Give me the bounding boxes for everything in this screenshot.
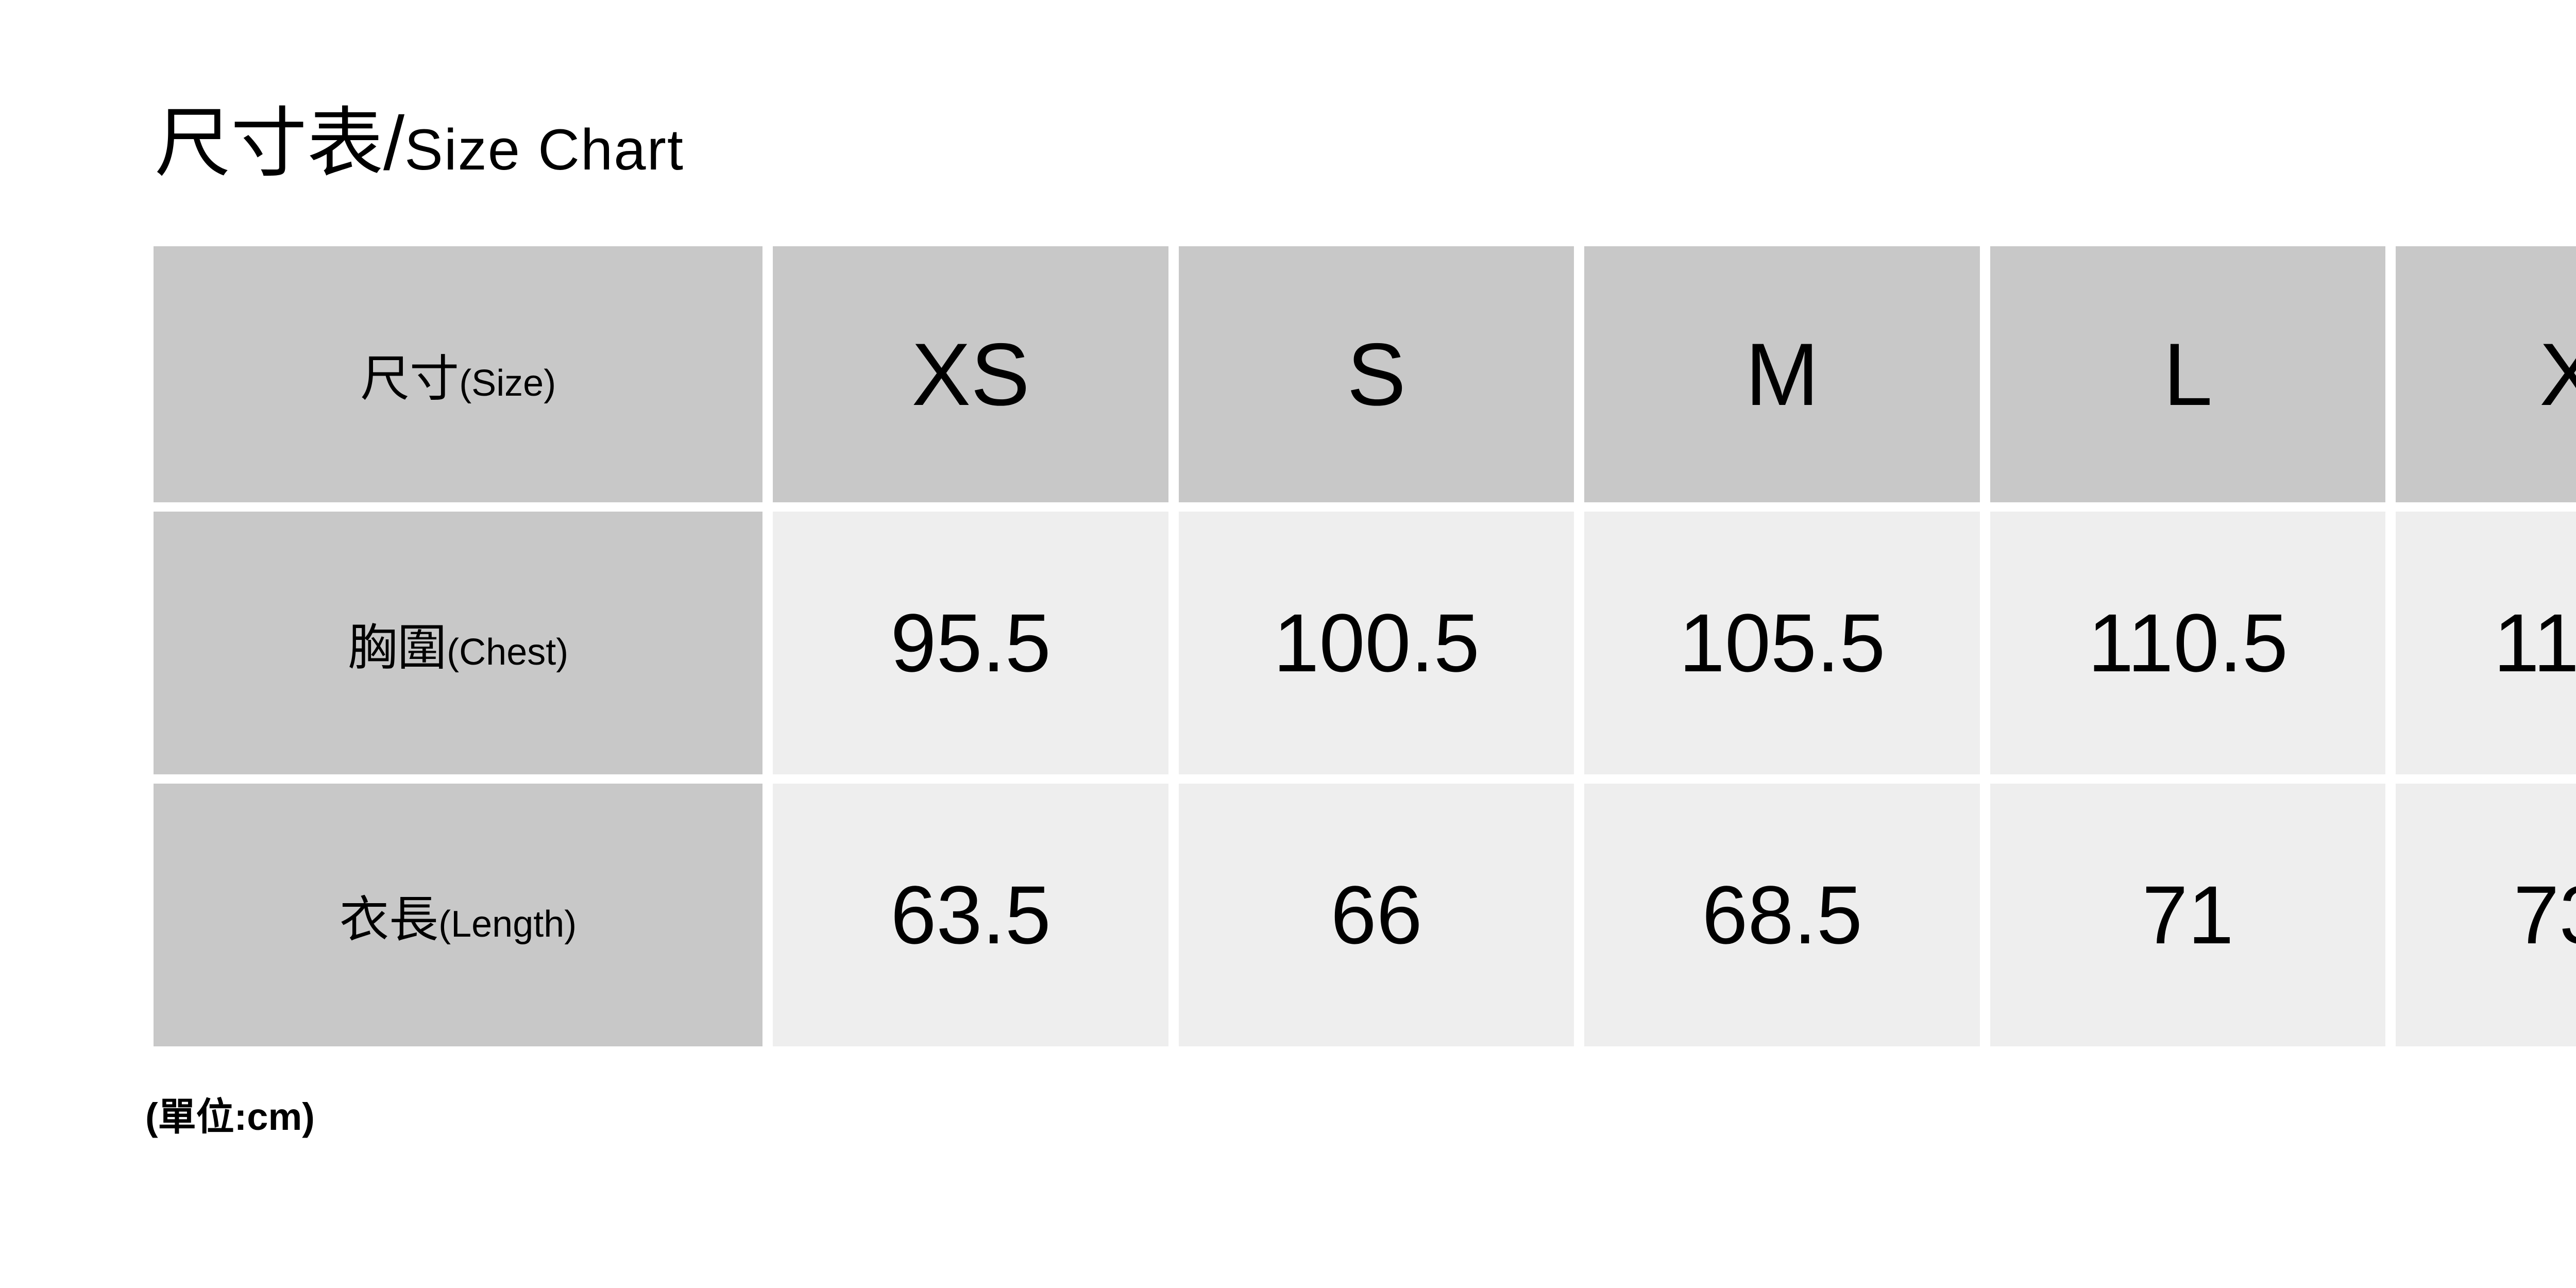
header-size-xl: XL [2539,325,2576,424]
header-cell-s: S [1178,246,1574,502]
header-cell-l: L [1990,246,2386,502]
cell-length-xs: 63.5 [773,784,1168,1046]
cell-chest-s: 100.5 [1178,512,1574,774]
header-size-l: L [2163,325,2213,424]
size-chart-table: 尺寸(Size) XS S M L XL [143,246,2576,1046]
table-row: 胸圍(Chest) 95.5 100.5 105.5 110.5 115.5 [154,512,2576,774]
cell-chest-xs: 95.5 [773,512,1168,774]
header-cell-size-label: 尺寸(Size) [154,246,763,502]
cell-length-m: 68.5 [1584,784,1980,1046]
header-size-xs: XS [911,325,1030,424]
row-gutter [154,502,2576,512]
table-row: 衣長(Length) 63.5 66 68.5 71 73.5 [154,784,2576,1046]
cell-chest-m: 105.5 [1584,512,1980,774]
page-title-latin: Size Chart [404,117,684,182]
cell-chest-l: 110.5 [1990,512,2386,774]
row-label-length: 衣長(Length) [154,784,763,1046]
cell-chest-xl: 115.5 [2396,512,2576,774]
cell-length-l: 71 [1990,784,2386,1046]
page-title-cjk: 尺寸表 [155,101,383,186]
row-gutter [154,774,2576,784]
header-cell-xl: XL [2396,246,2576,502]
row-label-chest: 胸圍(Chest) [154,512,763,774]
cell-length-xl: 73.5 [2396,784,2576,1046]
header-size-label: 尺寸(Size) [360,351,556,406]
page-title-separator: / [383,101,405,186]
header-cell-xs: XS [773,246,1168,502]
unit-note: (單位:cm) [145,1095,315,1138]
header-size-m: M [1745,325,1819,424]
header-cell-m: M [1584,246,1980,502]
header-size-s: S [1347,325,1406,424]
table-header-row: 尺寸(Size) XS S M L XL [154,246,2576,502]
page-title: 尺寸表 / Size Chart [155,106,684,182]
cell-length-s: 66 [1178,784,1574,1046]
